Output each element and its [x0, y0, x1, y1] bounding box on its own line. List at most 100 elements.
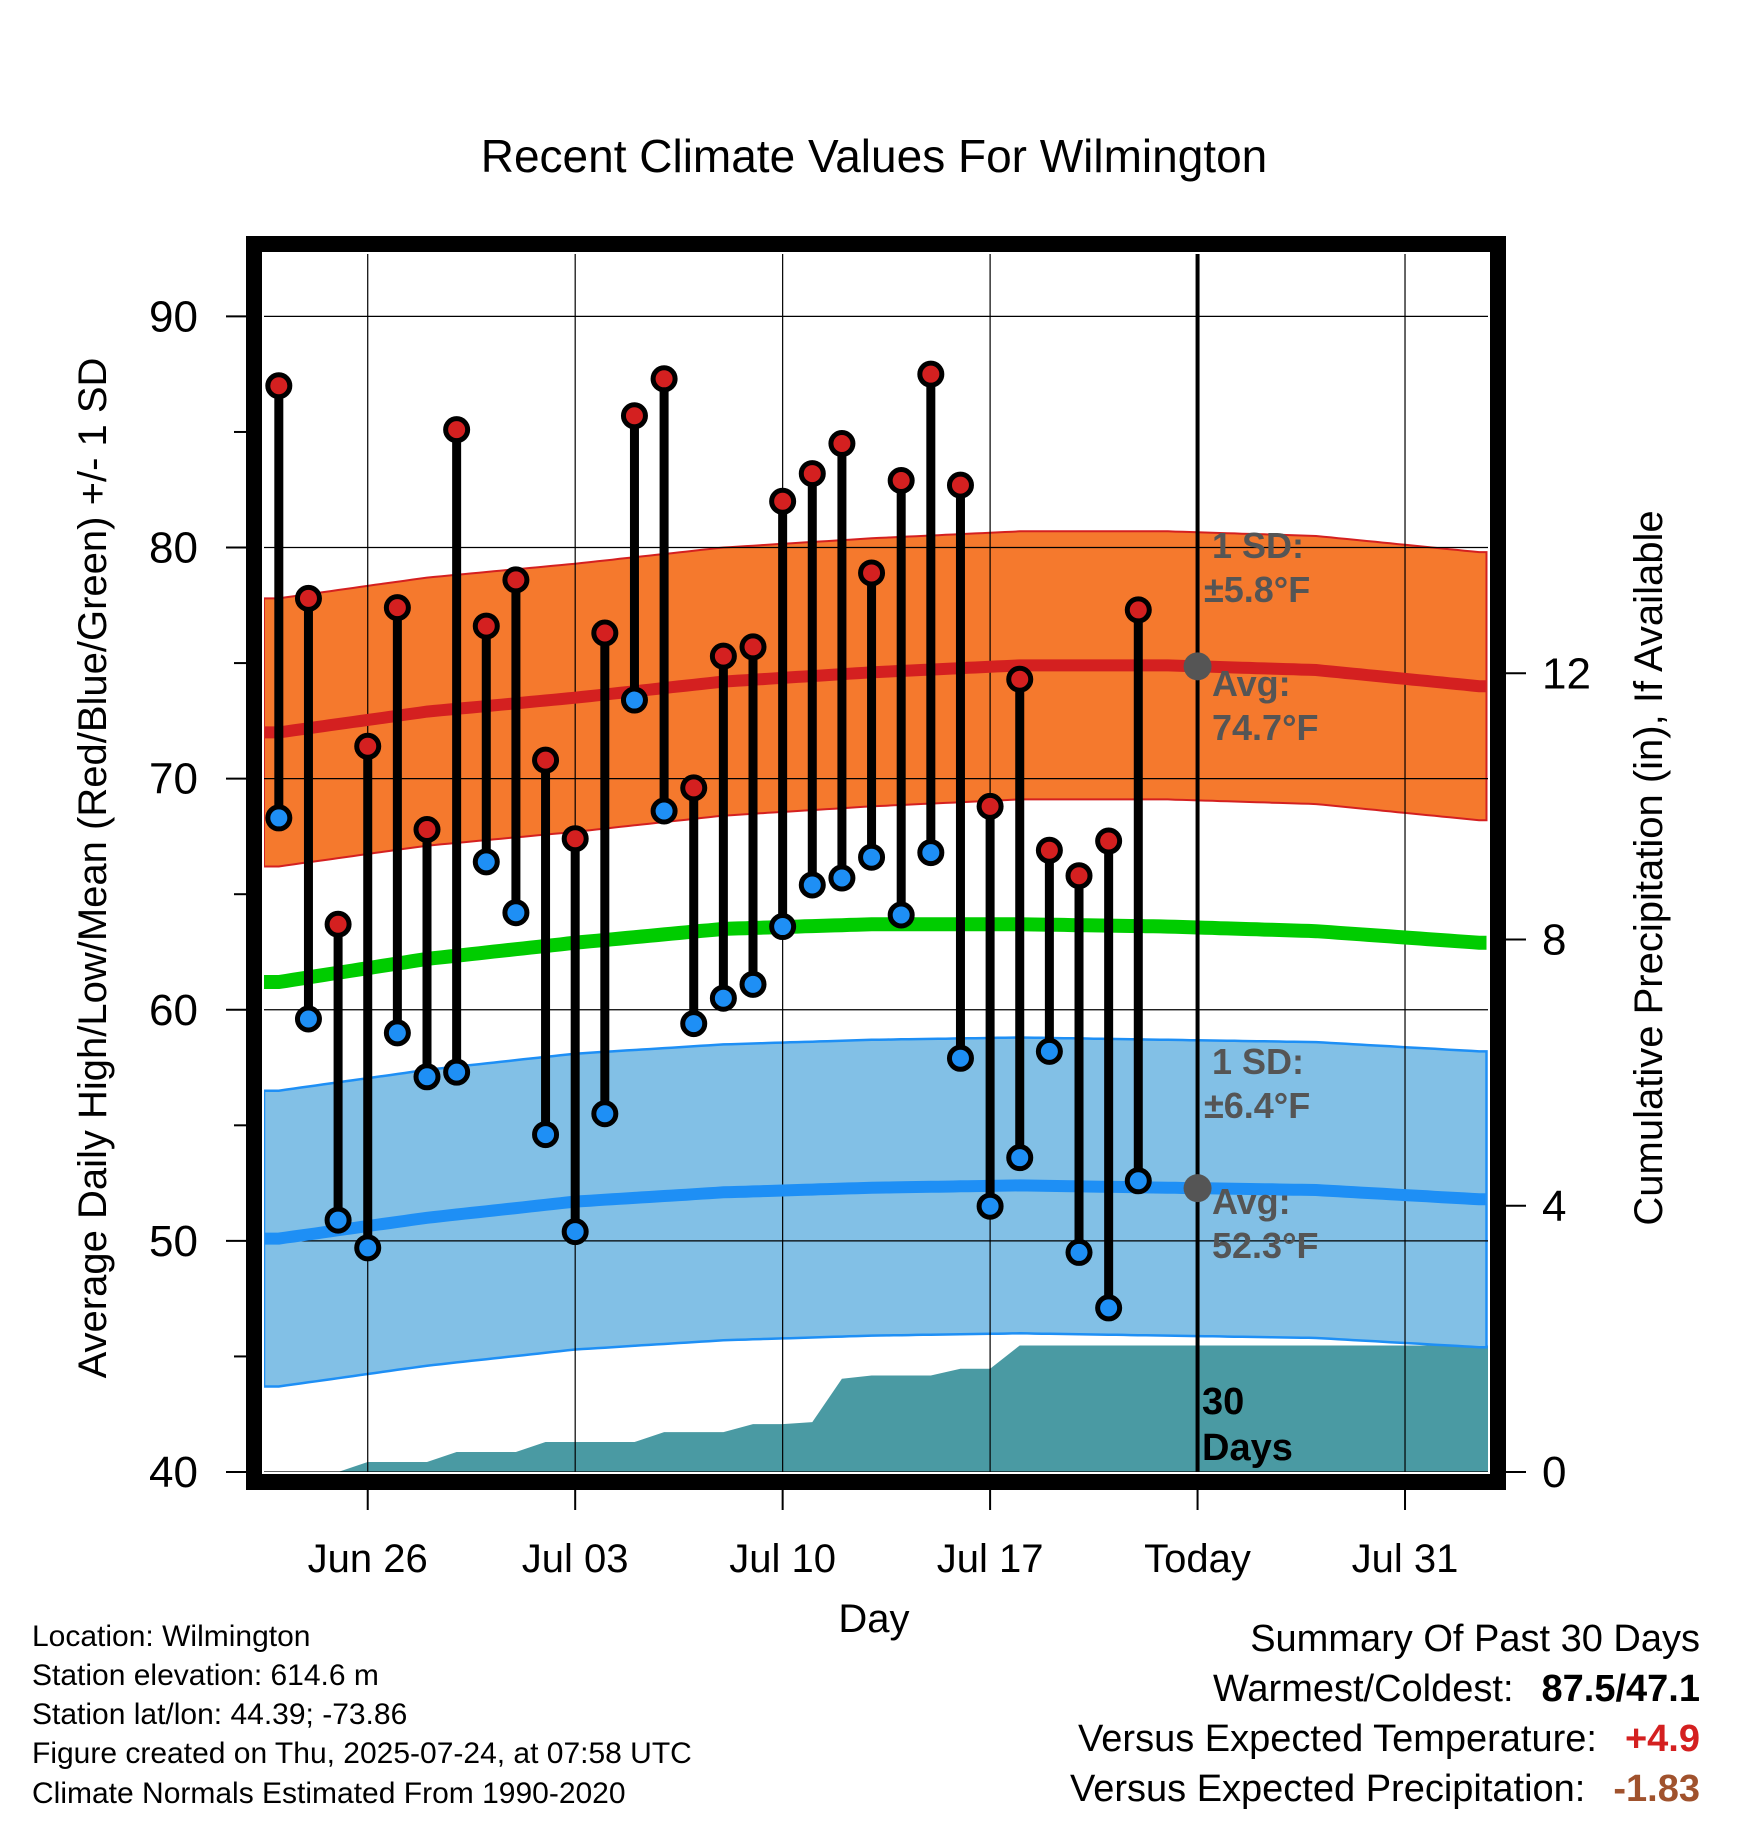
summary-heading-text: Summary Of Past 30 Days [1250, 1618, 1700, 1660]
daily-low-point [946, 1044, 974, 1072]
daily-low-point [828, 864, 856, 892]
daily-high-point [1035, 836, 1063, 864]
daily-low-point [324, 1206, 352, 1234]
daily-low-point [650, 797, 678, 825]
today-normal-low-marker [1183, 1174, 1212, 1203]
daily-high-point [354, 732, 382, 760]
daily-low-point [739, 970, 767, 998]
today-normal-high-marker [1183, 652, 1212, 681]
x-tick-label: Jun 26 [308, 1537, 428, 1581]
chart-title: Recent Climate Values For Wilmington [481, 130, 1268, 182]
daily-low-point [294, 1005, 322, 1033]
daily-high-point [294, 584, 322, 612]
y-tick-label: 80 [149, 524, 198, 573]
x-tick-label: Jul 10 [729, 1537, 836, 1581]
normal-low-line [264, 1179, 1487, 1245]
daily-low-point [532, 1121, 560, 1149]
daily-low-point [1124, 1167, 1152, 1195]
daily-low-point [413, 1063, 441, 1091]
daily-low-point [887, 901, 915, 929]
normal-mean-line [264, 917, 1487, 989]
summary-temp: Versus Expected Temperature: +4.9 [1078, 1718, 1700, 1761]
y-tick-label: 50 [149, 1217, 198, 1266]
daily-low-point [917, 839, 945, 867]
daily-high-point [976, 792, 1004, 820]
info-normals: Climate Normals Estimated From 1990-2020 [32, 1777, 626, 1810]
daily-high-point [858, 559, 886, 587]
y-tick-label: 90 [149, 292, 198, 341]
daily-low-point [620, 686, 648, 714]
daily-low-point [1035, 1037, 1063, 1065]
summary-warmest-value: 87.5/47.1 [1541, 1668, 1700, 1710]
y2-tick-label: 8 [1542, 916, 1566, 965]
low-avg-value: 52.3°F [1212, 1225, 1318, 1266]
low-sd-value: ±6.4°F [1204, 1085, 1310, 1126]
summary-temp-label: Versus Expected Temperature: [1078, 1718, 1597, 1760]
y-tick-label: 40 [149, 1448, 198, 1497]
daily-low-point [472, 848, 500, 876]
daily-high-point [798, 460, 826, 488]
daily-high-point [1006, 665, 1034, 693]
low-sd-band [264, 1036, 1488, 1388]
period-unit-label: Days [1202, 1427, 1293, 1469]
daily-low-point [561, 1218, 589, 1246]
daily-high-point [650, 365, 678, 393]
daily-high-point [946, 471, 974, 499]
x-axis-label: Day [838, 1597, 909, 1641]
info-elevation: Station elevation: 614.6 m [32, 1659, 379, 1692]
high-sd-label: 1 SD: [1212, 525, 1304, 566]
daily-low-point [798, 871, 826, 899]
daily-high-point [828, 430, 856, 458]
daily-high-point [472, 612, 500, 640]
y2-axis-label: Cumulative Precipitation (in), If Availa… [1627, 510, 1671, 1225]
daily-high-point [383, 594, 411, 622]
summary-precip-value: -1.83 [1613, 1768, 1700, 1810]
summary-warmest: Warmest/Coldest: 87.5/47.1 [1213, 1668, 1700, 1711]
daily-high-point [413, 815, 441, 843]
daily-high-point [265, 372, 293, 400]
x-tick-label: Jul 03 [522, 1537, 629, 1581]
daily-low-point [354, 1234, 382, 1262]
plot-frame [246, 236, 1506, 1490]
info-latlon: Station lat/lon: 44.39; -73.86 [32, 1698, 408, 1731]
daily-high-point [887, 466, 915, 494]
daily-high-point [1065, 862, 1093, 890]
daily-low-point [976, 1192, 1004, 1220]
y-axis-label: Average Daily High/Low/Mean (Red/Blue/Gr… [71, 358, 115, 1379]
daily-high-point [502, 566, 530, 594]
x-tick-label: Jul 31 [1352, 1537, 1459, 1581]
precip-area [264, 1345, 1488, 1472]
daily-high-point [443, 416, 471, 444]
high-avg-label: Avg: [1212, 663, 1291, 704]
period-count-label: 30 [1202, 1381, 1244, 1423]
daily-high-point [324, 910, 352, 938]
low-sd-label: 1 SD: [1212, 1041, 1304, 1082]
y-tick-label: 70 [149, 755, 198, 804]
y2-tick-label: 12 [1542, 649, 1591, 698]
y2-tick-label: 0 [1542, 1448, 1566, 1497]
daily-high-point [917, 360, 945, 388]
daily-high-point [561, 825, 589, 853]
summary-precip-label: Versus Expected Precipitation: [1069, 1768, 1586, 1810]
daily-low-point [502, 899, 530, 927]
daily-high-point [591, 619, 619, 647]
daily-high-point [1124, 596, 1152, 624]
summary-heading: Summary Of Past 30 Days [1250, 1618, 1700, 1661]
daily-high-point [769, 487, 797, 515]
daily-low-point [265, 804, 293, 832]
daily-high-point [739, 633, 767, 661]
x-tick-label: Today [1144, 1537, 1251, 1581]
low-avg-label: Avg: [1212, 1181, 1291, 1222]
high-sd-value: ±5.8°F [1204, 569, 1310, 610]
high-avg-value: 74.7°F [1212, 707, 1318, 748]
info-location: Location: Wilmington [32, 1620, 311, 1653]
daily-low-point [709, 984, 737, 1012]
daily-high-point [532, 746, 560, 774]
daily-low-point [769, 913, 797, 941]
daily-low-point [858, 843, 886, 871]
y2-tick-label: 4 [1542, 1182, 1566, 1231]
daily-low-point [591, 1100, 619, 1128]
daily-low-point [1065, 1238, 1093, 1266]
daily-low-point [383, 1019, 411, 1047]
